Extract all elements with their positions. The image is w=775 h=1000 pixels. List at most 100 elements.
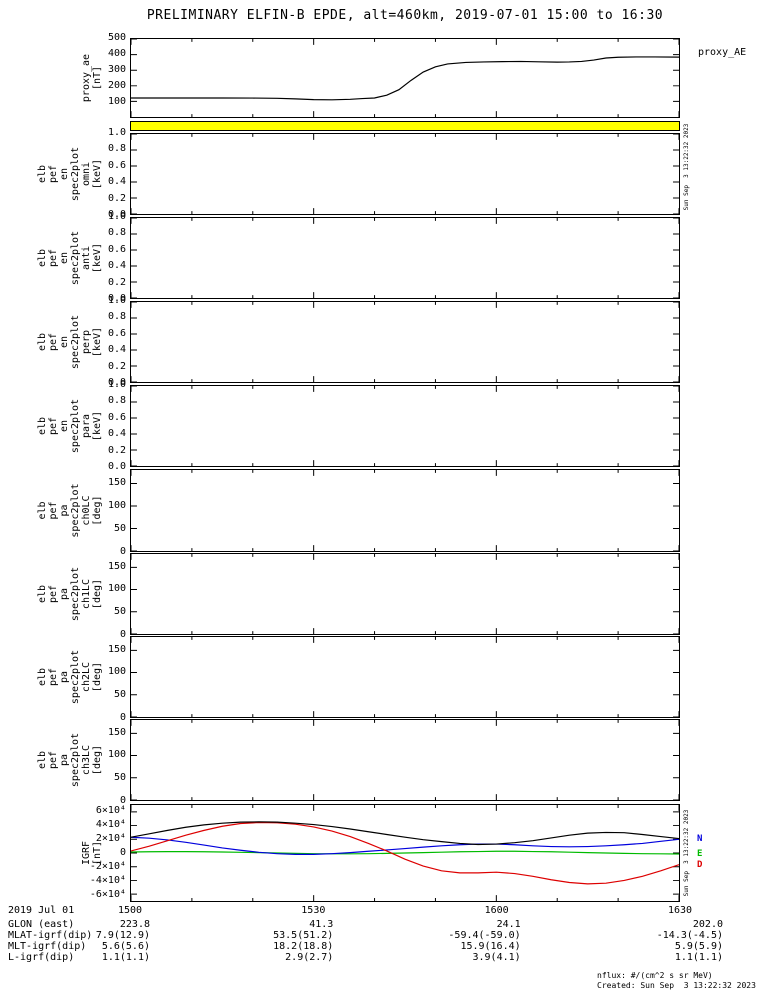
trace-D [131,821,679,885]
igrf-component-label-d: D [697,859,703,870]
bottom-row-value: 202.0 [692,919,723,930]
ytick-label: 100 [107,583,126,595]
bottom-row-value: 41.3 [309,919,334,930]
ytick-label: 0.2 [107,444,126,456]
bottom-row-value: 5.9(5.9) [674,941,723,952]
x-axis-tick-label: 1500 [117,905,143,916]
panel-y-axis-label: elb pef pa spec2plot ch2LC [deg] [37,649,103,705]
ytick-label: -2×10⁴ [89,861,126,872]
ytick-label: 50 [113,606,126,618]
axis-ticks [131,134,679,214]
axis-ticks [131,720,679,800]
axis-ticks [131,805,679,901]
panel-fast-bar [130,121,680,131]
ytick-label: 0.8 [107,311,126,323]
panel-plot-area [131,554,679,634]
ytick-label: 0.4 [107,260,126,272]
ytick-label: 0.8 [107,143,126,155]
panel-plot-area [131,302,679,382]
bottom-row-value: 24.1 [496,919,521,930]
bottom-row-value: -14.3(-4.5) [656,930,723,941]
ytick-label: 500 [107,32,126,43]
ytick-label: 0.8 [107,227,126,239]
panel-plot-area [131,386,679,466]
ytick-label: 1.0 [107,127,126,138]
bottom-row-value: 53.5(51.2) [273,930,334,941]
x-axis-tick-label: 1530 [301,905,326,916]
ytick-label: 150 [107,726,126,738]
panel-y-axis-label: elb pef pa spec2plot ch3LC [deg] [37,732,103,788]
bottom-row-value: 223.8 [119,919,150,930]
x-axis-tick-label: 1630 [667,905,693,916]
ytick-label: 0.4 [107,176,126,188]
panel-y-axis-label: proxy_ae [nT] [81,53,103,103]
panel-plot-area [131,218,679,298]
axis-ticks [131,39,679,117]
panel-proxy-ae [130,38,680,118]
bottom-row-value: 1.1(1.1) [101,952,150,963]
trace-B [131,821,679,846]
ytick-label: 50 [113,689,126,701]
bottom-row-label: L-igrf(dip) [8,952,75,963]
ytick-label: 0.2 [107,192,126,204]
x-axis-tick-label: 1600 [484,905,509,916]
ytick-label: 0.2 [107,276,126,288]
ytick-label: 0.0 [107,293,126,304]
ytick-label: 150 [107,643,126,655]
ytick-label: 400 [107,48,126,59]
ytick-label: 6×10⁴ [95,805,126,816]
ytick-label: 100 [107,96,126,107]
panel-y-axis-label: elb pef pa spec2plot ch1LC [deg] [37,566,103,622]
ytick-label: 1.0 [107,379,126,390]
ytick-label: 0.6 [107,327,126,339]
panel-y-axis-label: IGRF [nT] [81,840,103,866]
bottom-row-value: -59.4(-59.0) [448,930,521,941]
ytick-label: -4×10⁴ [89,875,126,886]
nflux-units-note: nflux: #/(cm^2 s sr MeV) [597,971,713,980]
trace-proxy_AE [131,56,679,101]
bottom-row-label: MLAT-igrf(dip) [8,930,93,941]
ytick-label: 200 [107,80,126,91]
panel-plot-area [131,637,679,717]
ytick-label: 0 [119,546,126,557]
axis-ticks [131,554,679,634]
panel-pa-ch3lc [130,719,680,801]
ytick-label: 50 [113,772,126,784]
panel-pa-ch1lc [130,553,680,635]
axis-ticks [131,302,679,382]
bottom-row-value: 1.1(1.1) [674,952,723,963]
ytick-label: 0.6 [107,159,126,171]
panel-igrf [130,804,680,902]
creation-timestamp-vertical-top: Sun Sep 3 13:22:32 2023 [683,123,690,211]
plot-title: PRELIMINARY ELFIN-B EPDE, alt=460km, 201… [146,8,664,23]
bottom-row-value: 18.2(18.8) [273,941,334,952]
bottom-row-value: 2.9(2.7) [285,952,334,963]
panel-plot-area [131,720,679,800]
panel-en-anti [130,217,680,299]
panel-y-axis-label: elb pef en spec2plot anti [keV] [37,230,103,286]
panel-plot-area [131,134,679,214]
igrf-component-label-n: N [697,834,703,844]
ytick-label: 0 [119,795,126,806]
ytick-label: 150 [107,560,126,572]
bottom-row-value: 3.9(4.1) [472,952,521,963]
ytick-label: -6×10⁴ [89,889,126,900]
ytick-label: 4×10⁴ [95,819,126,830]
panel-y-axis-label: elb pef en spec2plot perp [keV] [37,314,103,370]
ytick-label: 2×10⁴ [95,833,126,844]
panel-pa-ch2lc [130,636,680,718]
bottom-row-value: 5.6(5.6) [101,941,150,952]
panel-en-perp [130,301,680,383]
ytick-label: 150 [107,476,126,488]
bottom-row-label: MLT-igrf(dip) [8,941,87,952]
created-timestamp: Created: Sun Sep 3 13:22:32 2023 [597,981,756,990]
trace-N [131,836,679,855]
ytick-label: 0.2 [107,360,126,372]
panel-plot-area [131,805,679,901]
ytick-label: 1.0 [107,211,126,222]
ytick-label: 100 [107,666,126,678]
axis-ticks [131,386,679,466]
ytick-label: 0.0 [107,209,126,220]
igrf-component-label-e: E [697,849,703,860]
